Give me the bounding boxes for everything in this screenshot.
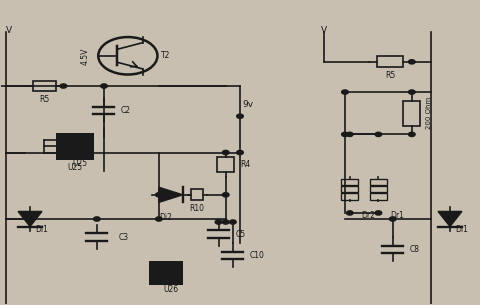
Text: C3: C3 [118, 233, 129, 242]
Bar [149, 261, 183, 285]
Text: Di1: Di1 [35, 225, 48, 234]
Circle shape [408, 132, 415, 136]
Text: C5: C5 [235, 230, 245, 239]
Bar [377, 56, 403, 67]
Circle shape [347, 211, 353, 215]
Text: U26: U26 [163, 285, 179, 295]
Text: V: V [6, 26, 12, 34]
Text: Dr2: Dr2 [362, 211, 375, 221]
Circle shape [375, 132, 382, 136]
Circle shape [375, 211, 382, 215]
Circle shape [60, 84, 67, 88]
Circle shape [342, 90, 348, 94]
Circle shape [237, 114, 243, 118]
Text: 200 Ohm: 200 Ohm [426, 97, 432, 129]
Text: R5: R5 [385, 71, 396, 80]
Bar [341, 193, 359, 200]
Circle shape [222, 220, 229, 224]
Bar [370, 179, 387, 185]
Bar [33, 81, 56, 92]
Text: U25: U25 [72, 159, 88, 167]
Text: C8: C8 [409, 245, 420, 254]
Text: R10: R10 [190, 204, 204, 213]
Bar [403, 101, 420, 126]
Circle shape [222, 150, 229, 155]
Text: U25: U25 [68, 163, 83, 172]
Circle shape [222, 193, 229, 197]
Text: R5: R5 [39, 95, 49, 104]
Bar [341, 179, 359, 185]
Text: 9v: 9v [242, 100, 253, 109]
Text: 4.5V: 4.5V [81, 48, 89, 65]
Text: C2: C2 [120, 106, 131, 115]
Polygon shape [18, 211, 42, 227]
Bar [56, 133, 95, 160]
Circle shape [237, 150, 243, 155]
Text: Dr1: Dr1 [390, 211, 404, 221]
Circle shape [94, 217, 100, 221]
Circle shape [156, 193, 162, 197]
Text: V: V [321, 26, 327, 34]
Text: T2: T2 [161, 51, 170, 60]
Text: R4: R4 [240, 160, 250, 169]
Bar [341, 186, 359, 192]
Bar [370, 186, 387, 192]
Circle shape [408, 60, 415, 64]
Text: C10: C10 [250, 251, 264, 260]
Circle shape [101, 84, 108, 88]
Circle shape [215, 220, 222, 224]
Circle shape [347, 132, 353, 136]
Circle shape [408, 90, 415, 94]
Polygon shape [438, 211, 462, 227]
Circle shape [342, 132, 348, 136]
Bar [217, 157, 234, 172]
Circle shape [156, 217, 162, 221]
Circle shape [389, 217, 396, 221]
Text: Di2: Di2 [159, 213, 172, 222]
Text: Di1: Di1 [455, 225, 468, 234]
Bar [192, 189, 203, 200]
Polygon shape [159, 187, 183, 202]
Bar [370, 193, 387, 200]
Circle shape [229, 220, 236, 224]
